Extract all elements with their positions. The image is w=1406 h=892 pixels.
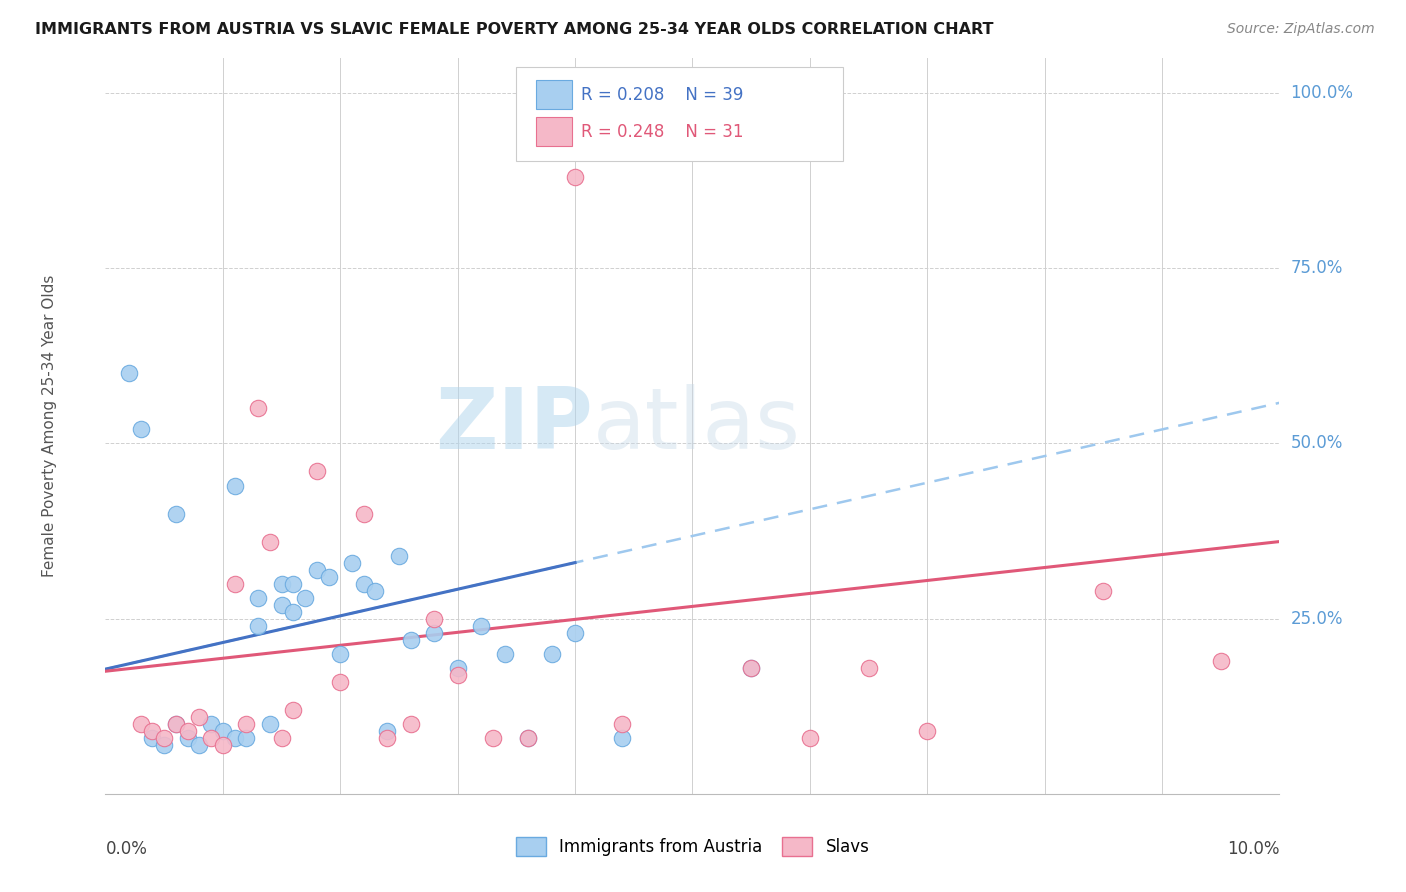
Point (353, 576, 375, 591)
Text: 0.0%: 0.0% (105, 839, 148, 857)
Point (153, 738, 176, 752)
Point (188, 738, 211, 752)
Point (165, 716, 187, 731)
Point (283, 576, 305, 591)
Point (917, 723, 939, 738)
Point (423, 625, 446, 640)
Point (129, 716, 152, 731)
Point (564, 625, 586, 640)
Point (329, 647, 352, 661)
Point (294, 591, 316, 605)
Text: Source: ZipAtlas.com: Source: ZipAtlas.com (1227, 22, 1375, 37)
Bar (536, 80, 571, 110)
Point (329, 674, 352, 689)
Point (375, 731, 398, 745)
Point (247, 401, 270, 416)
Point (353, 507, 375, 521)
Point (200, 716, 222, 731)
Point (540, 647, 562, 661)
Point (610, 716, 633, 731)
Text: 100.0%: 100.0% (1291, 84, 1354, 102)
Bar (536, 117, 571, 146)
Point (305, 465, 328, 479)
Text: R = 0.248    N = 31: R = 0.248 N = 31 (581, 122, 744, 141)
Point (446, 661, 468, 675)
FancyBboxPatch shape (516, 67, 842, 161)
Text: IMMIGRANTS FROM AUSTRIA VS SLAVIC FEMALE POVERTY AMONG 25-34 YEAR OLDS CORRELATI: IMMIGRANTS FROM AUSTRIA VS SLAVIC FEMALE… (35, 22, 994, 37)
Point (235, 716, 257, 731)
Point (364, 583, 387, 598)
Point (141, 731, 163, 745)
Point (247, 618, 270, 632)
Point (259, 716, 281, 731)
Text: 10.0%: 10.0% (1227, 839, 1279, 857)
Point (224, 731, 246, 745)
Point (283, 703, 305, 717)
Text: 50.0%: 50.0% (1291, 434, 1343, 452)
Point (610, 731, 633, 745)
Point (740, 661, 762, 675)
Point (224, 576, 246, 591)
Point (446, 667, 468, 681)
Point (165, 716, 187, 731)
Point (188, 710, 211, 724)
Point (318, 569, 340, 583)
Point (224, 478, 246, 492)
Point (153, 731, 176, 745)
Point (399, 716, 422, 731)
Text: atlas: atlas (593, 384, 800, 467)
Point (259, 534, 281, 549)
Point (340, 556, 363, 570)
Point (176, 723, 198, 738)
Point (858, 661, 880, 675)
Text: Female Poverty Among 25-34 Year Olds: Female Poverty Among 25-34 Year Olds (42, 275, 56, 577)
Text: ZIP: ZIP (434, 384, 593, 467)
Point (423, 612, 446, 626)
Point (375, 723, 398, 738)
Text: 75.0%: 75.0% (1291, 260, 1343, 277)
Point (247, 591, 270, 605)
Legend: Immigrants from Austria, Slavs: Immigrants from Austria, Slavs (509, 830, 876, 863)
Point (388, 549, 411, 563)
Text: 25.0%: 25.0% (1291, 609, 1343, 628)
Point (200, 731, 222, 745)
Point (1092, 583, 1115, 598)
Text: R = 0.208    N = 39: R = 0.208 N = 39 (581, 86, 744, 103)
Point (1209, 654, 1232, 668)
Point (470, 618, 492, 632)
Point (211, 723, 233, 738)
Point (740, 661, 762, 675)
Point (517, 731, 540, 745)
Point (399, 632, 422, 647)
Point (799, 731, 821, 745)
Point (283, 605, 305, 619)
Point (165, 507, 187, 521)
Point (235, 731, 257, 745)
Point (270, 598, 292, 612)
Point (118, 367, 141, 381)
Point (564, 170, 586, 185)
Point (517, 731, 540, 745)
Point (176, 731, 198, 745)
Point (305, 563, 328, 577)
Point (141, 723, 163, 738)
Point (270, 576, 292, 591)
Point (211, 738, 233, 752)
Point (482, 731, 505, 745)
Point (494, 647, 516, 661)
Point (270, 731, 292, 745)
Point (129, 422, 152, 436)
